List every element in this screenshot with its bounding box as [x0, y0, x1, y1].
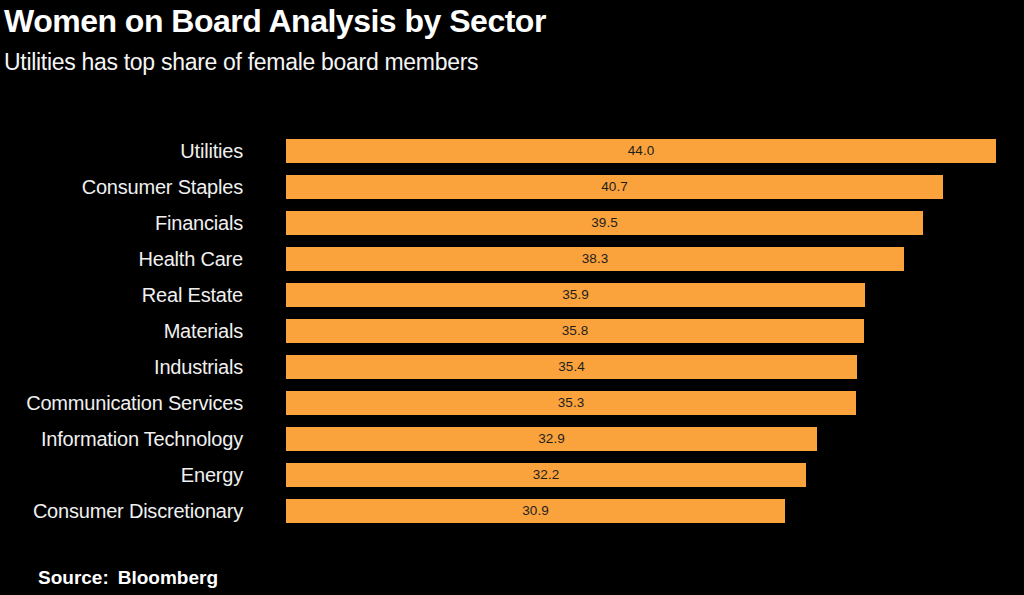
chart-title: Women on Board Analysis by Sector	[4, 3, 546, 40]
category-label: Information Technology	[0, 421, 243, 457]
bar-row: Financials 39.5	[0, 205, 1024, 241]
bar-row: Consumer Staples 40.7	[0, 169, 1024, 205]
bar-row: Energy 32.2	[0, 457, 1024, 493]
bar-track: 35.9	[286, 277, 1024, 313]
bar-value-label: 44.0	[286, 139, 996, 163]
bar-track: 35.4	[286, 349, 1024, 385]
bar: 44.0	[286, 139, 996, 163]
bar: 35.4	[286, 355, 857, 379]
source-label: Source:	[38, 567, 109, 588]
category-label: Health Care	[0, 241, 243, 277]
bar: 35.3	[286, 391, 856, 415]
bar-row: Industrials 35.4	[0, 349, 1024, 385]
bar-track: 38.3	[286, 241, 1024, 277]
bar: 35.8	[286, 319, 864, 343]
category-label: Consumer Discretionary	[0, 493, 243, 529]
category-label: Real Estate	[0, 277, 243, 313]
bar-value-label: 32.9	[286, 427, 817, 451]
bar: 40.7	[286, 175, 943, 199]
bar-value-label: 39.5	[286, 211, 923, 235]
bar-track: 35.3	[286, 385, 1024, 421]
source-line: Source: Bloomberg	[38, 567, 218, 589]
bar-value-label: 32.2	[286, 463, 806, 487]
chart-subtitle: Utilities has top share of female board …	[4, 49, 478, 76]
bar-track: 44.0	[286, 133, 1024, 169]
category-label: Utilities	[0, 133, 243, 169]
bar-track: 30.9	[286, 493, 1024, 529]
category-label: Financials	[0, 205, 243, 241]
bar-track: 32.2	[286, 457, 1024, 493]
bar-value-label: 35.3	[286, 391, 856, 415]
bar-value-label: 30.9	[286, 499, 785, 523]
bar-value-label: 40.7	[286, 175, 943, 199]
category-label: Industrials	[0, 349, 243, 385]
bar: 38.3	[286, 247, 904, 271]
bar-track: 32.9	[286, 421, 1024, 457]
category-label: Energy	[0, 457, 243, 493]
bar-track: 40.7	[286, 169, 1024, 205]
bar-value-label: 35.9	[286, 283, 865, 307]
bar: 30.9	[286, 499, 785, 523]
bar-row: Real Estate 35.9	[0, 277, 1024, 313]
bar: 32.9	[286, 427, 817, 451]
bar: 39.5	[286, 211, 923, 235]
bar: 32.2	[286, 463, 806, 487]
bar-row: Consumer Discretionary 30.9	[0, 493, 1024, 529]
chart-canvas: Women on Board Analysis by Sector Utilit…	[0, 0, 1024, 595]
bar-row: Utilities 44.0	[0, 133, 1024, 169]
bar-chart-plot-area: Utilities 44.0 Consumer Staples 40.7 Financi…	[0, 133, 1024, 529]
bar-value-label: 35.8	[286, 319, 864, 343]
bar-value-label: 38.3	[286, 247, 904, 271]
category-label: Materials	[0, 313, 243, 349]
bar-value-label: 35.4	[286, 355, 857, 379]
bar-track: 35.8	[286, 313, 1024, 349]
bar-row: Information Technology 32.9	[0, 421, 1024, 457]
bar-row: Materials 35.8	[0, 313, 1024, 349]
category-label: Consumer Staples	[0, 169, 243, 205]
bar-track: 39.5	[286, 205, 1024, 241]
bar: 35.9	[286, 283, 865, 307]
bar-row: Communication Services 35.3	[0, 385, 1024, 421]
category-label: Communication Services	[0, 385, 243, 421]
source-value: Bloomberg	[118, 567, 218, 588]
bar-row: Health Care 38.3	[0, 241, 1024, 277]
